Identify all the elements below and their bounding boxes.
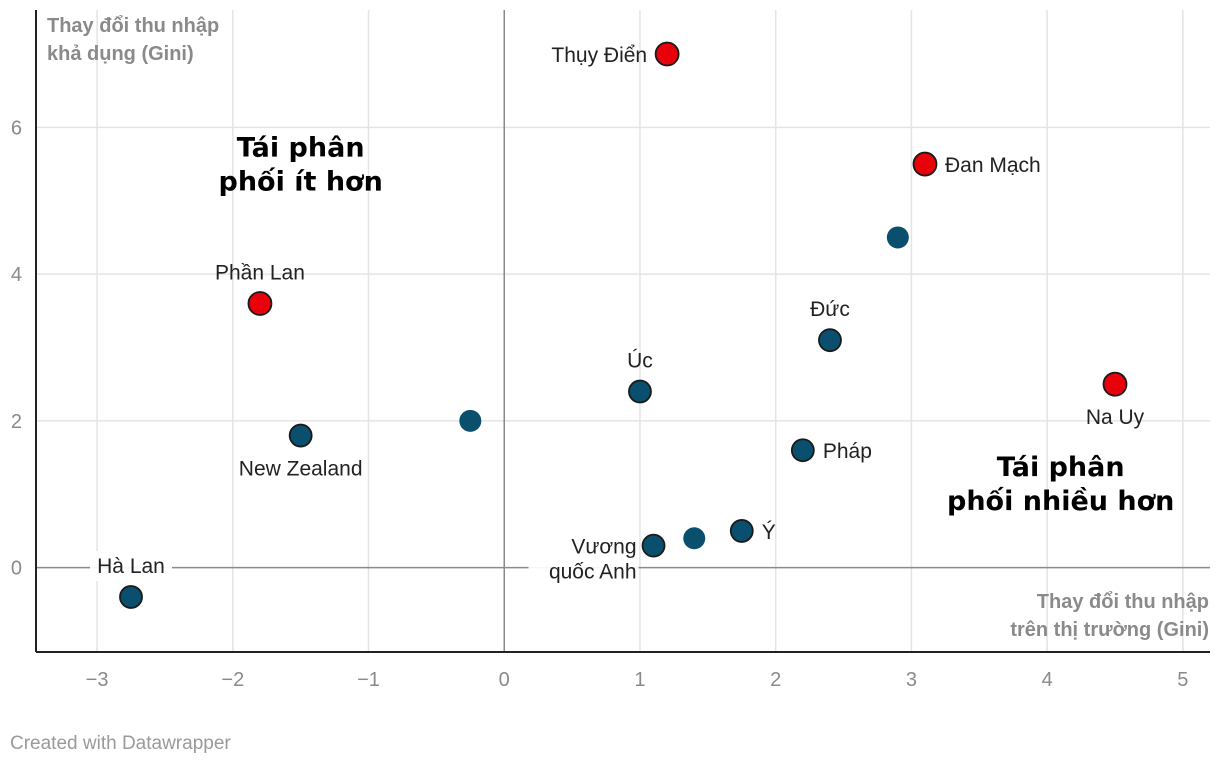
x-axis-title-line: Thay đổi thu nhập	[1037, 591, 1209, 613]
data-point	[247, 291, 273, 316]
point-label: Đức	[810, 298, 850, 321]
point-label-line: Pháp	[823, 440, 872, 463]
x-tick-label: 4	[1042, 669, 1053, 691]
data-point	[459, 409, 482, 432]
point-label: Thụy Điển	[551, 44, 647, 67]
x-tick-label: 3	[906, 669, 917, 691]
x-tick-label: −1	[357, 669, 380, 691]
credit-text: Created with Datawrapper	[10, 733, 231, 754]
point-label: Hà Lan	[97, 555, 165, 578]
data-point	[683, 527, 706, 550]
point-label-line: New Zealand	[239, 458, 363, 481]
point-label-line: Đan Mạch	[945, 154, 1041, 177]
data-point	[654, 41, 680, 67]
point-label-line: Hà Lan	[97, 555, 165, 578]
region-label-line: Tái phân	[237, 133, 365, 164]
data-point	[1102, 371, 1128, 397]
y-tick-label: 6	[11, 117, 22, 139]
x-axis-title-line: trên thị trường (Gini)	[1010, 619, 1209, 641]
point-label-line: quốc Anh	[549, 561, 637, 584]
point-label-line: Đức	[810, 298, 850, 321]
data-points	[119, 41, 1128, 609]
point-label-line: Vương	[571, 536, 636, 559]
point-label-line: Phần Lan	[215, 261, 305, 284]
point-label-line: Úc	[627, 350, 653, 373]
point-labels: Thụy Điển Đan Mạch Phần Lan Đức Na Uy Úc New Z…	[90, 44, 1145, 586]
data-point	[790, 438, 815, 463]
data-point	[729, 519, 754, 543]
data-point	[886, 226, 909, 249]
region-label: Tái phân phối ít hơn	[219, 133, 383, 198]
x-axis-title: Thay đổi thu nhập trên thị trường (Gini)	[1010, 591, 1209, 641]
data-point	[912, 151, 938, 177]
data-point	[818, 328, 842, 353]
point-label: Phần Lan	[215, 261, 305, 284]
grid-lines	[36, 10, 1210, 652]
region-label-line: Tái phân	[997, 452, 1125, 483]
point-label-line: Na Uy	[1086, 406, 1145, 429]
axis-titles: Thay đổi thu nhập khả dụng (Gini)Thay đổi…	[47, 15, 1209, 641]
point-label: New Zealand	[239, 458, 363, 481]
label-halo	[90, 550, 173, 581]
x-tick-label: 0	[499, 669, 510, 691]
point-label: Pháp	[823, 440, 872, 463]
x-tick-label: 2	[770, 669, 781, 691]
x-tick-label: −3	[86, 669, 109, 691]
y-tick-label: 0	[11, 558, 22, 580]
point-label: Úc	[627, 350, 653, 373]
data-point	[641, 533, 666, 558]
axes: −3 −2 −1 0 1 2 3 4 5 0 2 4 6	[11, 10, 1210, 691]
data-point	[628, 379, 652, 404]
region-label: Tái phân phối nhiều hơn	[947, 452, 1174, 517]
point-label: Ý	[762, 521, 776, 544]
data-point	[288, 423, 313, 448]
y-axis-title-line: khả dụng (Gini)	[47, 43, 194, 65]
y-axis-title-line: Thay đổi thu nhập	[47, 15, 219, 37]
data-point	[119, 585, 143, 609]
region-label-line: phối ít hơn	[219, 167, 383, 198]
point-label: Đan Mạch	[945, 154, 1041, 177]
x-tick-label: 5	[1177, 669, 1188, 691]
y-tick-label: 4	[11, 264, 22, 286]
y-tick-label: 2	[11, 411, 22, 433]
point-label-line: Ý	[762, 521, 776, 544]
region-label-line: phối nhiều hơn	[947, 486, 1174, 517]
point-label: Na Uy	[1086, 406, 1145, 429]
label-halo	[528, 531, 639, 586]
point-label: Vương quốc Anh	[549, 536, 637, 584]
point-label-line: Thụy Điển	[551, 44, 647, 67]
x-tick-label: −2	[221, 669, 244, 691]
x-tick-label: 1	[634, 669, 645, 691]
y-axis-title: Thay đổi thu nhập khả dụng (Gini)	[47, 15, 219, 65]
